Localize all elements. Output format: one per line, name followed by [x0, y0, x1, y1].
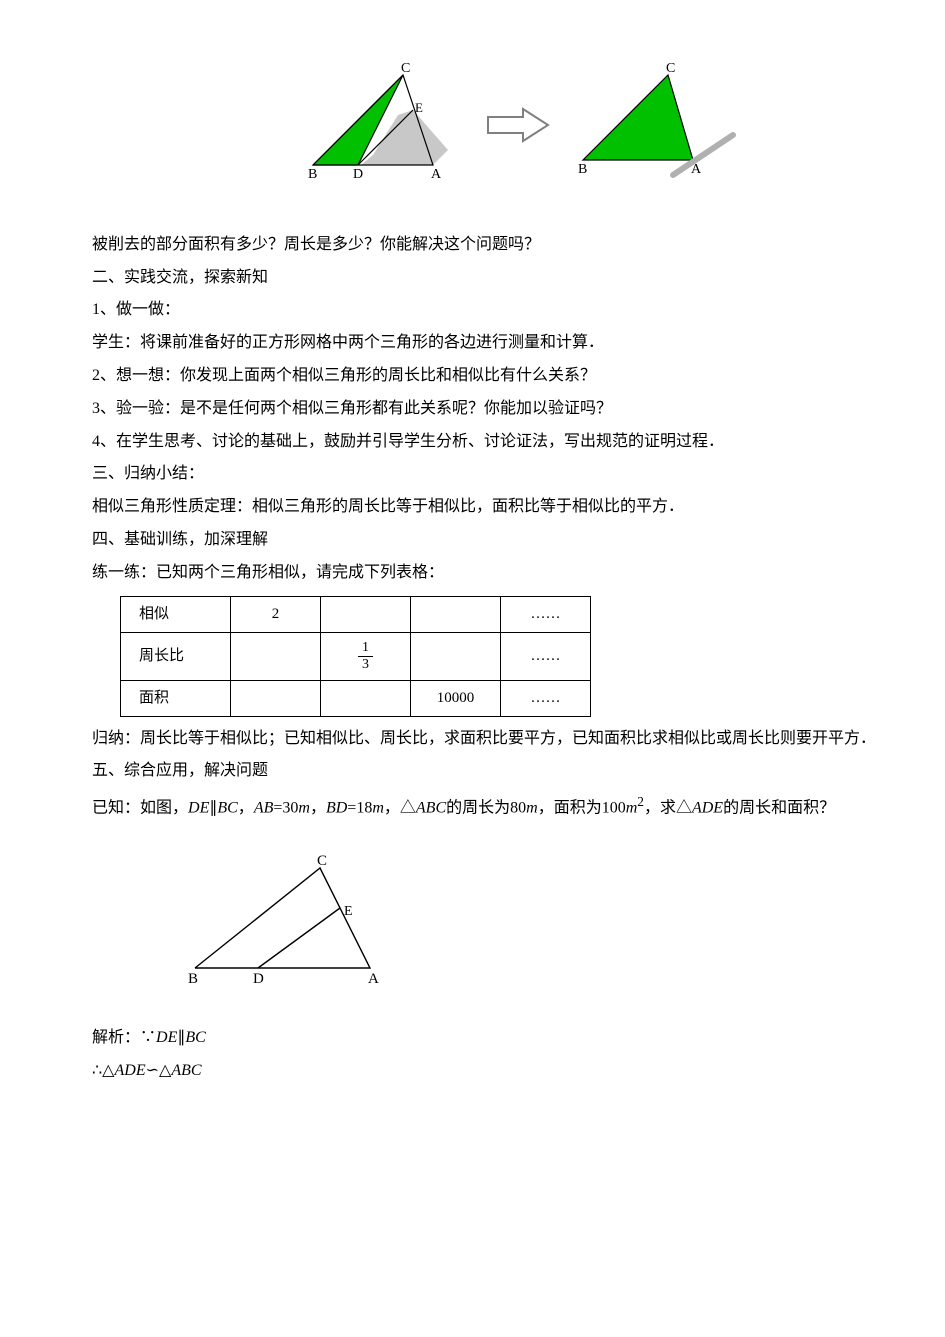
table-row: 面积 10000 …… — [121, 680, 591, 716]
section-5-question: 已知：如图，DE∥BC，AB=30m，BD=18m，△ABC的周长为80m，面积… — [60, 790, 885, 823]
sol2-pre: ∴△ — [92, 1062, 114, 1079]
cell-fraction: 1 3 — [321, 632, 411, 680]
section-5-title: 五、综合应用，解决问题 — [60, 757, 885, 786]
cell: 2 — [231, 596, 321, 632]
q-c2: ， — [310, 799, 326, 816]
cell — [411, 632, 501, 680]
cell — [231, 680, 321, 716]
sol-de: DE — [156, 1029, 177, 1046]
q-eq1: =30 — [273, 799, 298, 816]
q-area-pre: ，面积为100 — [538, 799, 626, 816]
item-4: 4、在学生思考、讨论的基础上，鼓励并引导学生分析、讨论证法，写出规范的证明过程． — [60, 428, 885, 457]
label-B2: B — [578, 162, 587, 177]
q-bc: BC — [217, 799, 237, 816]
q-peri: 的周长为80 — [446, 799, 526, 816]
q-de: DE — [188, 799, 209, 816]
section-3-title: 三、归纳小结： — [60, 460, 885, 489]
q-c3: ，△ — [384, 799, 416, 816]
row-label: 面积 — [121, 680, 231, 716]
q-m2: m — [372, 799, 384, 816]
question-cut: 被削去的部分面积有多少？周长是多少？你能解决这个问题吗？ — [60, 231, 885, 260]
label-C3: C — [317, 853, 327, 869]
q-after: ，求△ — [644, 799, 692, 816]
q-c1: ， — [238, 799, 254, 816]
fraction-num: 1 — [358, 640, 373, 656]
arrow-icon — [483, 105, 553, 156]
q-abc: ABC — [416, 799, 446, 816]
label-E: E — [415, 100, 423, 115]
label-D3: D — [253, 971, 264, 987]
label-D: D — [353, 167, 363, 182]
table-row: 相似 2 …… — [121, 596, 591, 632]
q-sq: 2 — [637, 794, 644, 809]
cell — [231, 632, 321, 680]
q-m3: m — [526, 799, 538, 816]
label-A: A — [431, 167, 442, 182]
cell: 10000 — [411, 680, 501, 716]
sol-pre: 解析：∵ — [92, 1029, 156, 1046]
figure-1: B D A C E B A C — [160, 60, 885, 201]
item-1-body: 学生：将课前准备好的正方形网格中两个三角形的各边进行测量和计算． — [60, 329, 885, 358]
section-3-body: 相似三角形性质定理：相似三角形的周长比等于相似比，面积比等于相似比的平方． — [60, 493, 885, 522]
q-m1: m — [298, 799, 310, 816]
label-A2: A — [691, 162, 702, 177]
figure-1-right: B A C — [573, 60, 743, 201]
item-3: 3、验一验：是不是任何两个相似三角形都有此关系呢？你能加以验证吗？ — [60, 395, 885, 424]
cell: …… — [501, 596, 591, 632]
label-C2: C — [666, 61, 675, 76]
label-C: C — [401, 61, 410, 76]
q-ab: AB — [254, 799, 274, 816]
q-text: 已知：如图， — [92, 799, 188, 816]
figure-2: B D A C E — [180, 853, 885, 1004]
cell — [321, 680, 411, 716]
label-B3: B — [188, 971, 198, 987]
cell: …… — [501, 632, 591, 680]
cell: …… — [501, 680, 591, 716]
row-label: 周长比 — [121, 632, 231, 680]
q-end: 的周长和面积？ — [723, 799, 835, 816]
sol2-abc: ABC — [171, 1062, 201, 1079]
q-eq2: =18 — [347, 799, 372, 816]
label-B: B — [308, 167, 317, 182]
item-1-label: 1、做一做： — [60, 296, 885, 325]
sol2-ade: ADE — [114, 1062, 145, 1079]
label-E3: E — [344, 904, 353, 919]
solution-line-1: 解析：∵DE∥BC — [60, 1024, 885, 1053]
q-ade: ADE — [692, 799, 723, 816]
q-bd: BD — [326, 799, 347, 816]
q-m4: m — [626, 799, 638, 816]
cell — [321, 596, 411, 632]
table-row: 周长比 1 3 …… — [121, 632, 591, 680]
sol-bc: BC — [185, 1029, 205, 1046]
section-2-title: 二、实践交流，探索新知 — [60, 264, 885, 293]
cell — [411, 596, 501, 632]
row-label: 相似 — [121, 596, 231, 632]
fraction-den: 3 — [358, 657, 373, 672]
solution-line-2: ∴△ADE∽△ABC — [60, 1057, 885, 1086]
sol2-sim: ∽△ — [146, 1062, 172, 1079]
summary: 归纳：周长比等于相似比；已知相似比、周长比，求面积比要平方，已知面积比求相似比或… — [60, 725, 885, 754]
section-4-intro: 练一练：已知两个三角形相似，请完成下列表格： — [60, 559, 885, 588]
practice-table: 相似 2 …… 周长比 1 3 …… 面积 10000 …… — [120, 596, 885, 717]
section-4-title: 四、基础训练，加深理解 — [60, 526, 885, 555]
figure-1-left: B D A C E — [303, 60, 463, 201]
item-2: 2、想一想：你发现上面两个相似三角形的周长比和相似比有什么关系？ — [60, 362, 885, 391]
label-A3: A — [368, 971, 379, 987]
